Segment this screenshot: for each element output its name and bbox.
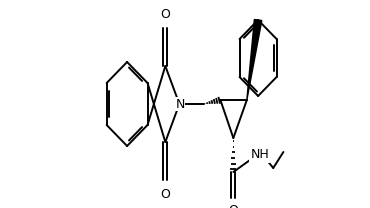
Text: O: O <box>228 203 238 208</box>
Polygon shape <box>247 20 262 100</box>
Text: O: O <box>160 7 170 21</box>
Text: NH: NH <box>250 149 269 161</box>
Text: O: O <box>160 187 170 201</box>
Text: N: N <box>175 98 185 110</box>
